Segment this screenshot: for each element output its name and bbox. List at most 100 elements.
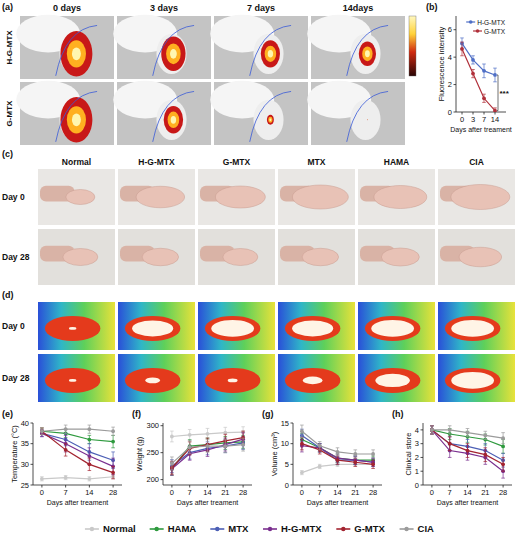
error-cap <box>111 451 115 452</box>
error-cap <box>430 425 434 426</box>
y-tick-label: 6 <box>448 25 452 34</box>
x-tick-label: 0 <box>460 115 464 124</box>
imaging-photo <box>307 15 405 79</box>
error-bar <box>354 450 358 458</box>
paw-hot-core <box>228 378 238 382</box>
y-tick-label: 200 <box>146 475 159 484</box>
error-bar <box>471 56 475 64</box>
error-cap <box>493 107 497 108</box>
error-bar <box>88 425 92 433</box>
fluorescence-glow <box>166 43 181 64</box>
error-cap <box>188 429 192 430</box>
y-axis <box>33 423 34 485</box>
marker <box>300 429 304 433</box>
x-tick-label: 7 <box>188 488 192 497</box>
photo-bg <box>198 169 275 225</box>
paw-heat <box>45 368 100 393</box>
paw-photo <box>38 169 115 225</box>
error-cap <box>300 425 304 426</box>
error-cap <box>336 456 340 457</box>
photo-bg <box>358 302 435 350</box>
series-line <box>42 429 113 431</box>
x-tick-label: 0 <box>430 488 434 497</box>
marker <box>336 458 340 462</box>
fluorescence-glow <box>268 50 273 58</box>
error-cap <box>88 443 92 444</box>
marker <box>64 448 68 452</box>
y-tick-label: 4 <box>415 426 419 435</box>
error-cap <box>318 449 322 450</box>
series-line <box>172 443 243 466</box>
marker <box>471 58 475 62</box>
paw-heat <box>285 368 340 393</box>
photo-bg <box>438 354 515 402</box>
imaging-photo <box>113 81 211 145</box>
panel-letter: (e) <box>2 409 13 419</box>
imaging-photo <box>210 15 308 79</box>
error-cap <box>460 37 464 38</box>
error-cap <box>40 436 44 437</box>
roi-outline <box>250 25 291 75</box>
error-cap <box>300 437 304 438</box>
paw <box>302 248 339 266</box>
row-label: G-MTX <box>5 100 14 126</box>
error-cap <box>206 438 210 439</box>
paw <box>381 248 419 266</box>
thermal-photo <box>118 354 195 402</box>
error-cap <box>88 458 92 459</box>
x-tick-label: 14 <box>463 488 471 497</box>
error-cap <box>300 437 304 438</box>
marker <box>206 444 210 448</box>
error-cap <box>188 454 192 455</box>
y-axis-title: Volume (cm³) <box>270 431 279 476</box>
marker <box>318 444 322 448</box>
series-line <box>172 445 243 464</box>
error-cap <box>206 439 210 440</box>
photo-bg <box>358 354 435 402</box>
fluorescence-glow <box>72 113 81 126</box>
marker <box>493 109 497 112</box>
imaging-photo <box>16 81 114 145</box>
line-chart: (h)0123407142128Days after treamentClini… <box>392 409 512 507</box>
error-cap <box>336 447 340 448</box>
error-cap <box>206 452 210 453</box>
marker <box>300 442 304 446</box>
paw-heat <box>285 316 340 341</box>
error-cap <box>88 435 92 436</box>
y-tick <box>421 471 424 472</box>
line-chart: (g)05101507142128Days after treamentVolu… <box>262 409 382 507</box>
marker <box>111 471 115 475</box>
error-cap <box>482 94 486 95</box>
error-cap <box>466 428 470 429</box>
y-tick-label: 35 <box>21 439 29 448</box>
plot-area <box>40 425 115 481</box>
error-bar <box>40 428 44 435</box>
error-cap <box>501 453 505 454</box>
marker <box>170 435 174 439</box>
fluorescence-glow <box>367 119 368 120</box>
error-cap <box>482 64 486 65</box>
y-tick-label: 15 <box>281 419 289 428</box>
y-tick-label: 250 <box>146 448 159 457</box>
fluorescence-glow <box>67 40 86 67</box>
series-line <box>42 431 113 472</box>
paw-heat <box>445 368 500 393</box>
y-tick-label: 4 <box>448 53 452 62</box>
roi-outline <box>153 25 194 75</box>
error-cap <box>466 443 470 444</box>
marker <box>430 428 434 432</box>
fluorescence-glow <box>261 40 280 67</box>
error-cap <box>371 458 375 459</box>
x-axis <box>33 485 122 486</box>
error-cap <box>371 460 375 461</box>
y-tick-label: 3 <box>415 439 419 448</box>
thermal-photo <box>38 302 115 350</box>
paw <box>459 247 502 267</box>
error-cap <box>111 466 115 467</box>
error-cap <box>430 434 434 435</box>
error-cap <box>430 425 434 426</box>
error-cap <box>466 460 470 461</box>
fluorescence-glow <box>359 42 376 66</box>
error-cap <box>170 475 174 476</box>
error-cap <box>88 443 92 444</box>
